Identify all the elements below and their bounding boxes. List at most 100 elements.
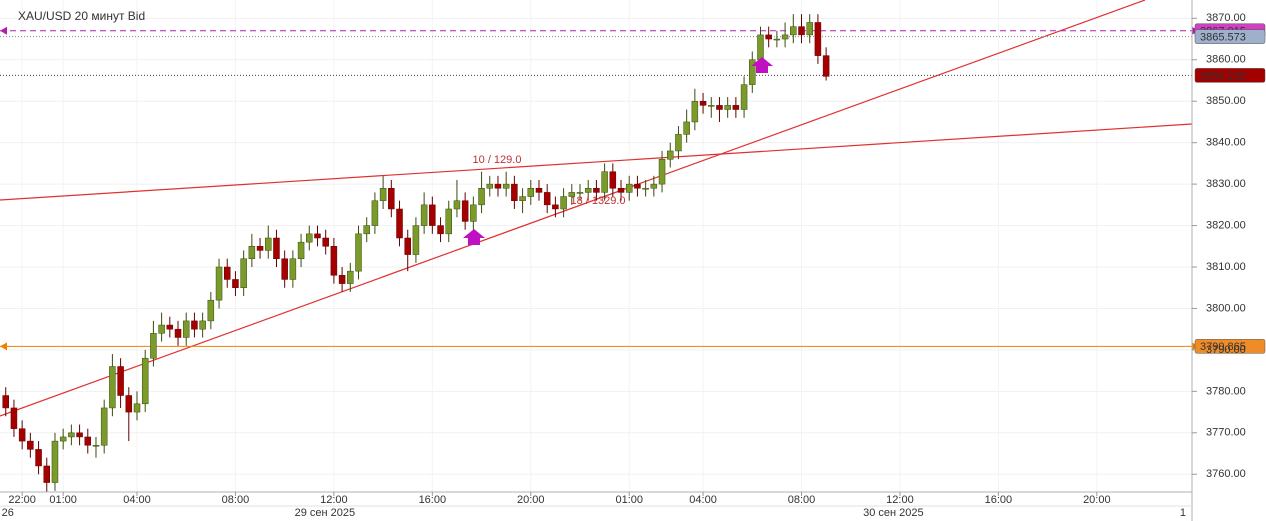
candle-body [404, 237, 411, 255]
y-tick-label: 3850.00 [1206, 95, 1246, 107]
price-line-marker [0, 26, 7, 35]
candle-body [478, 188, 485, 206]
y-tick-label: 3830.00 [1206, 178, 1246, 190]
candle-body [420, 204, 428, 226]
candle-body [182, 320, 190, 338]
candle-body [338, 275, 346, 284]
candle-body [806, 22, 813, 36]
annotation: 18 / 1329.0 [570, 195, 625, 207]
candle-body [330, 246, 338, 276]
buy-arrow [463, 229, 485, 245]
candle-body [790, 26, 797, 36]
candle-body [666, 150, 674, 160]
candle-body [355, 233, 362, 272]
candle-body [207, 299, 215, 322]
candle-body [814, 22, 822, 56]
candle-body [100, 407, 108, 446]
candle-body [470, 204, 477, 222]
candle-body [166, 324, 174, 330]
candle-body [716, 105, 723, 110]
candle-body [68, 432, 75, 438]
x-tick-label: 01:00 [49, 494, 77, 506]
candle-body [199, 320, 206, 330]
date-label: 30 сен 2025 [863, 507, 924, 519]
candle-body [125, 395, 133, 413]
candle-body [691, 100, 699, 123]
candle-body [248, 246, 256, 259]
candle-body [552, 204, 559, 210]
candle-body [765, 34, 772, 40]
y-tick-label: 3810.00 [1206, 261, 1246, 273]
candle-body [511, 183, 518, 201]
candle-body [732, 105, 740, 110]
x-tick-label: 12:00 [886, 494, 914, 506]
candle-body [240, 258, 247, 288]
candle-body [502, 183, 510, 189]
candle-body [625, 183, 633, 193]
x-tick-label: 01:00 [615, 494, 643, 506]
price-label: 3865.573 [1200, 32, 1246, 44]
candle-body [223, 266, 231, 280]
price-label-box [1194, 339, 1266, 354]
candle-body [494, 183, 502, 189]
annotation: 10 / 129.0 [473, 154, 522, 166]
candle-body [650, 183, 658, 189]
candle-body [601, 171, 608, 193]
candle-body [43, 465, 51, 483]
candle-body [576, 192, 584, 194]
y-tick-label: 3870.00 [1206, 12, 1246, 24]
candle-body [191, 320, 198, 330]
candle-body [708, 105, 715, 107]
candle-body [371, 200, 379, 226]
candle-body [396, 208, 403, 239]
x-tick-label: 08:00 [222, 494, 250, 506]
candle-body [683, 121, 690, 135]
candle-body [59, 436, 67, 442]
candle-body [347, 270, 354, 284]
candle-body [265, 237, 272, 251]
date-label: 29 сен 2025 [295, 507, 356, 519]
candle-body [724, 105, 731, 110]
y-tick-label: 3800.00 [1206, 302, 1246, 314]
candle-body [281, 258, 288, 280]
candle-body [584, 188, 592, 193]
candle-body [2, 395, 9, 409]
price-label-box [1194, 29, 1266, 44]
price-label: 3790.865 [1200, 341, 1246, 353]
candle-body [593, 188, 600, 193]
price-label: 3856.235 [1200, 70, 1246, 82]
y-tick-label: 3840.00 [1206, 137, 1246, 149]
candle-body [388, 188, 395, 210]
candles [2, 14, 830, 492]
candle-body [363, 225, 370, 235]
candle-body [609, 171, 617, 189]
candle-body [314, 233, 321, 239]
date-label: 26 [2, 507, 14, 519]
x-tick-label: 04:00 [123, 494, 151, 506]
trend-line [0, 123, 1192, 201]
candle-body [445, 208, 452, 235]
candle-body [10, 407, 18, 429]
price-label-box [1194, 68, 1266, 83]
candle-body [76, 432, 83, 438]
candle-body [658, 158, 666, 185]
candle-body [798, 26, 805, 36]
candle-body [740, 84, 748, 110]
price-line-marker [0, 342, 7, 351]
candle-body [699, 100, 707, 106]
grid [0, 0, 1192, 492]
y-tick-label: 3820.00 [1206, 219, 1246, 231]
candle-body [453, 200, 461, 210]
axes: 3760.00 3770.00 3780.00 3790.00 3800.00 3810.… [2, 12, 1246, 519]
y-tick-label: 3790.00 [1206, 344, 1246, 356]
candle-body [781, 34, 789, 40]
candle-body [150, 333, 157, 359]
candle-body [297, 241, 305, 259]
candle-body [519, 196, 526, 201]
candle-body [749, 59, 756, 85]
candle-body [51, 440, 59, 483]
candle-body [773, 38, 781, 41]
y-tick-label: 3860.00 [1206, 54, 1246, 66]
